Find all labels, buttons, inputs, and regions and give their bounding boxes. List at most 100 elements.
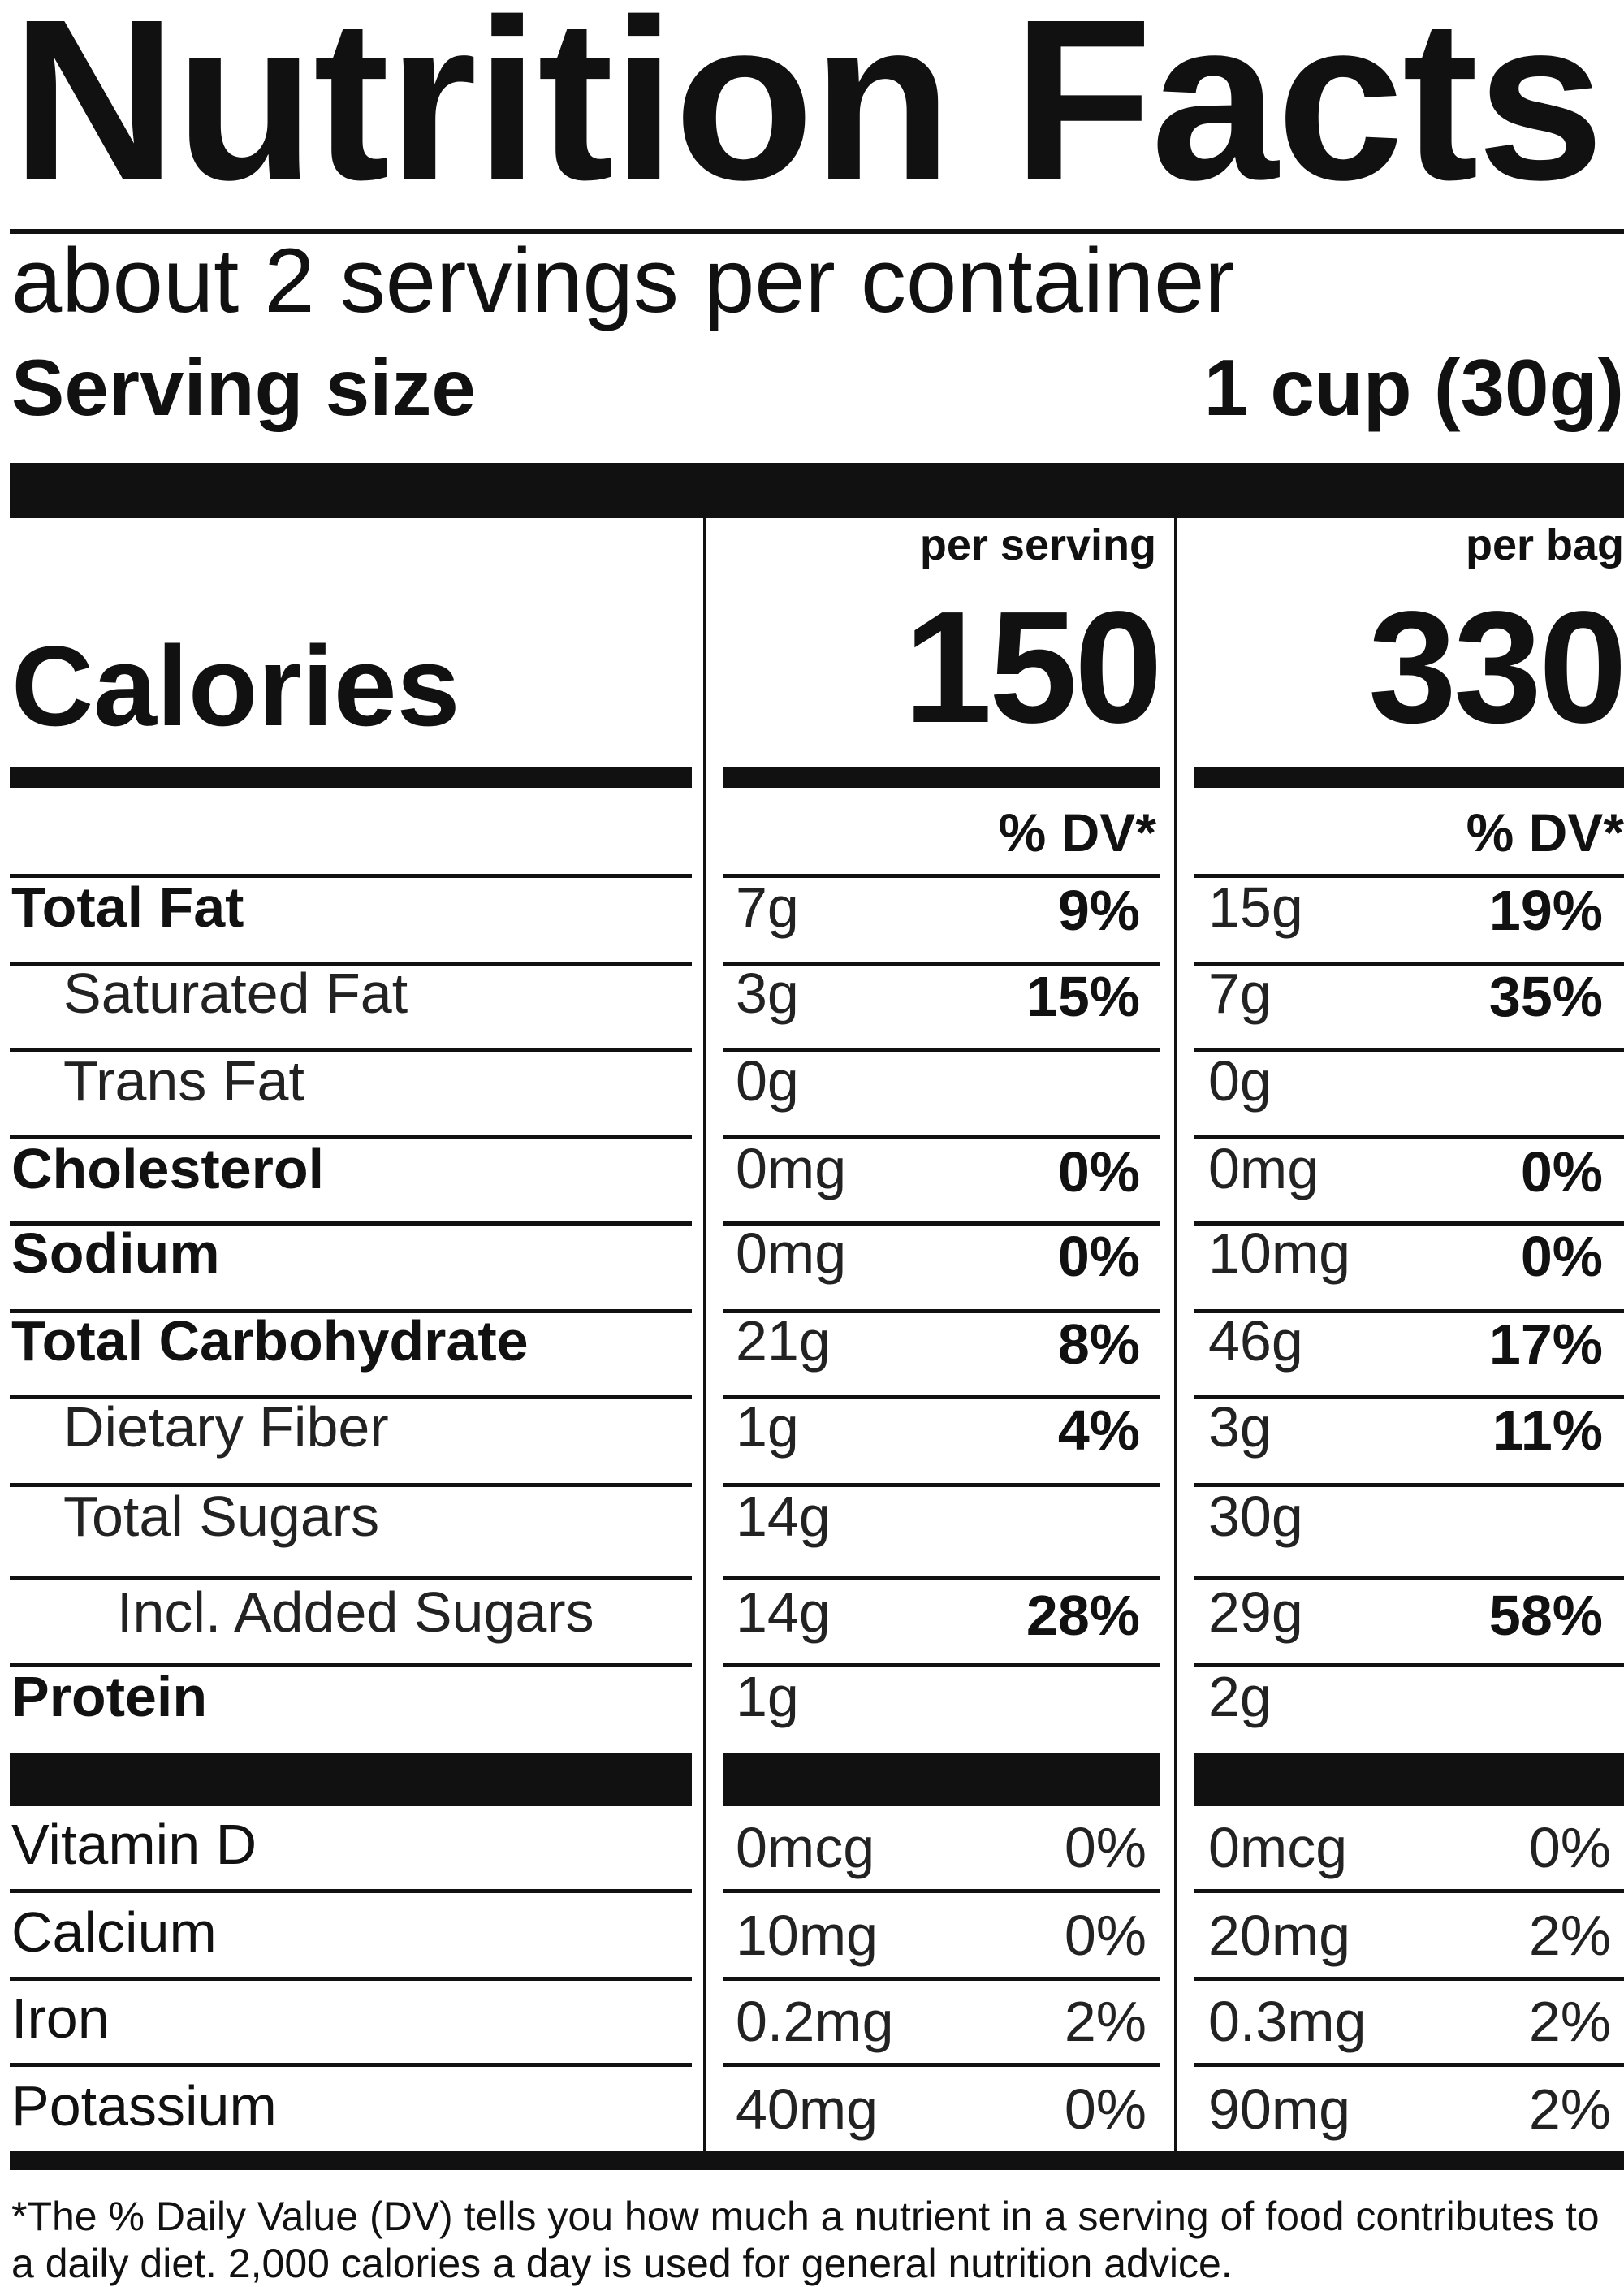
micronutrient-name: Calcium bbox=[11, 1900, 217, 1964]
calories-rule-serving bbox=[723, 767, 1160, 788]
bag-amount: 0mg bbox=[1208, 1137, 1320, 1200]
vitamin-thick-bar-bag bbox=[1194, 1753, 1624, 1806]
bag-amount: 20mg bbox=[1208, 1904, 1351, 1967]
serving-dv: 2% bbox=[1064, 1990, 1147, 2053]
row-rule-label bbox=[10, 1221, 692, 1226]
nutrient-name: Sodium bbox=[11, 1221, 220, 1285]
bag-amount: 0.3mg bbox=[1208, 1990, 1367, 2053]
bag-dv: 0% bbox=[1520, 1140, 1603, 1204]
nutrient-name: Trans Fat bbox=[63, 1049, 304, 1113]
label-title: Nutrition Facts bbox=[11, 0, 1605, 227]
serving-dv: 0% bbox=[1064, 1904, 1147, 1967]
row-rule-label bbox=[10, 1483, 692, 1487]
per-serving-header: per serving bbox=[919, 521, 1156, 569]
bag-amount: 2g bbox=[1208, 1665, 1272, 1728]
bag-amount: 10mg bbox=[1208, 1221, 1351, 1285]
row-rule-bag bbox=[1194, 1309, 1624, 1313]
row-rule-label bbox=[10, 2063, 692, 2067]
row-rule-serving bbox=[723, 1889, 1160, 1893]
row-rule-bag bbox=[1194, 1135, 1624, 1139]
nutrient-name: Protein bbox=[11, 1665, 208, 1728]
row-rule-bag bbox=[1194, 1048, 1624, 1052]
row-rule-serving bbox=[723, 874, 1160, 878]
serving-dv: 8% bbox=[1057, 1312, 1140, 1376]
nutrient-name: Cholesterol bbox=[11, 1137, 325, 1200]
bag-dv: 17% bbox=[1488, 1312, 1603, 1376]
row-rule-label bbox=[10, 1309, 692, 1313]
micronutrient-name: Vitamin D bbox=[11, 1813, 257, 1876]
serving-dv: 15% bbox=[1026, 965, 1140, 1028]
serving-dv: 28% bbox=[1026, 1584, 1140, 1647]
serving-amount: 7g bbox=[736, 875, 799, 939]
serving-thick-bar bbox=[10, 463, 1624, 518]
column-divider-serving bbox=[703, 518, 706, 2151]
nutrient-name: Incl. Added Sugars bbox=[117, 1580, 594, 1644]
row-rule-label bbox=[10, 1663, 692, 1667]
serving-amount: 1g bbox=[736, 1395, 799, 1459]
serving-amount: 1g bbox=[736, 1665, 799, 1728]
bag-amount: 30g bbox=[1208, 1485, 1303, 1548]
row-rule-label bbox=[10, 1576, 692, 1580]
calories-rule-label bbox=[10, 767, 692, 788]
serving-amount: 0mcg bbox=[736, 1816, 875, 1879]
serving-amount: 10mg bbox=[736, 1904, 879, 1967]
row-rule-bag bbox=[1194, 1576, 1624, 1580]
footnote-thick-bar bbox=[10, 2151, 1624, 2170]
row-rule-serving bbox=[723, 2063, 1160, 2067]
footnote: *The % Daily Value (DV) tells you how mu… bbox=[11, 2194, 1600, 2286]
nutrient-name: Dietary Fiber bbox=[63, 1395, 389, 1459]
nutrient-name: Total Sugars bbox=[63, 1485, 380, 1548]
serving-amount: 14g bbox=[736, 1580, 831, 1644]
dv-header-bag: % DV* bbox=[1466, 802, 1624, 862]
per-bag-header: per bag bbox=[1465, 521, 1624, 569]
row-rule-bag bbox=[1194, 1395, 1624, 1399]
bag-amount: 90mg bbox=[1208, 2077, 1351, 2141]
serving-amount: 21g bbox=[736, 1309, 831, 1373]
bag-dv: 35% bbox=[1488, 965, 1603, 1028]
bag-amount: 46g bbox=[1208, 1309, 1303, 1373]
title-rule bbox=[10, 229, 1624, 234]
row-rule-serving bbox=[723, 1221, 1160, 1226]
row-rule-label bbox=[10, 1135, 692, 1139]
column-divider-bag bbox=[1174, 518, 1177, 2151]
bag-amount: 7g bbox=[1208, 962, 1272, 1025]
bag-dv: 0% bbox=[1528, 1816, 1611, 1879]
bag-dv: 2% bbox=[1528, 1990, 1611, 2053]
bag-dv: 0% bbox=[1520, 1225, 1603, 1288]
row-rule-bag bbox=[1194, 874, 1624, 878]
row-rule-serving bbox=[723, 1663, 1160, 1667]
row-rule-label bbox=[10, 1977, 692, 1981]
serving-dv: 0% bbox=[1064, 1816, 1147, 1879]
vitamin-thick-bar-serving bbox=[723, 1753, 1160, 1806]
row-rule-bag bbox=[1194, 2063, 1624, 2067]
bag-amount: 29g bbox=[1208, 1580, 1303, 1644]
calories-per-bag: 330 bbox=[1367, 578, 1624, 756]
micronutrient-name: Potassium bbox=[11, 2074, 277, 2138]
row-rule-serving bbox=[723, 1977, 1160, 1981]
row-rule-serving bbox=[723, 962, 1160, 966]
row-rule-serving bbox=[723, 1048, 1160, 1052]
bag-amount: 0mcg bbox=[1208, 1816, 1348, 1879]
row-rule-serving bbox=[723, 1576, 1160, 1580]
bag-amount: 3g bbox=[1208, 1395, 1272, 1459]
micronutrient-name: Iron bbox=[11, 1987, 110, 2050]
row-rule-bag bbox=[1194, 1889, 1624, 1893]
serving-size-value: 1 cup (30g) bbox=[1203, 343, 1624, 432]
bag-dv: 2% bbox=[1528, 2077, 1611, 2141]
row-rule-serving bbox=[723, 1395, 1160, 1399]
row-rule-label bbox=[10, 1395, 692, 1399]
serving-dv: 9% bbox=[1057, 879, 1140, 942]
nutrient-name: Total Carbohydrate bbox=[11, 1309, 529, 1373]
nutrient-name: Saturated Fat bbox=[63, 962, 408, 1025]
bag-amount: 15g bbox=[1208, 875, 1303, 939]
row-rule-bag bbox=[1194, 1221, 1624, 1226]
serving-amount: 40mg bbox=[736, 2077, 879, 2141]
row-rule-serving bbox=[723, 1309, 1160, 1313]
serving-dv: 0% bbox=[1057, 1225, 1140, 1288]
serving-dv: 0% bbox=[1064, 2077, 1147, 2141]
serving-size-label: Serving size bbox=[11, 343, 476, 432]
bag-dv: 11% bbox=[1492, 1399, 1603, 1462]
serving-amount: 0mg bbox=[736, 1137, 847, 1200]
serving-amount: 3g bbox=[736, 962, 799, 1025]
bag-amount: 0g bbox=[1208, 1049, 1272, 1113]
